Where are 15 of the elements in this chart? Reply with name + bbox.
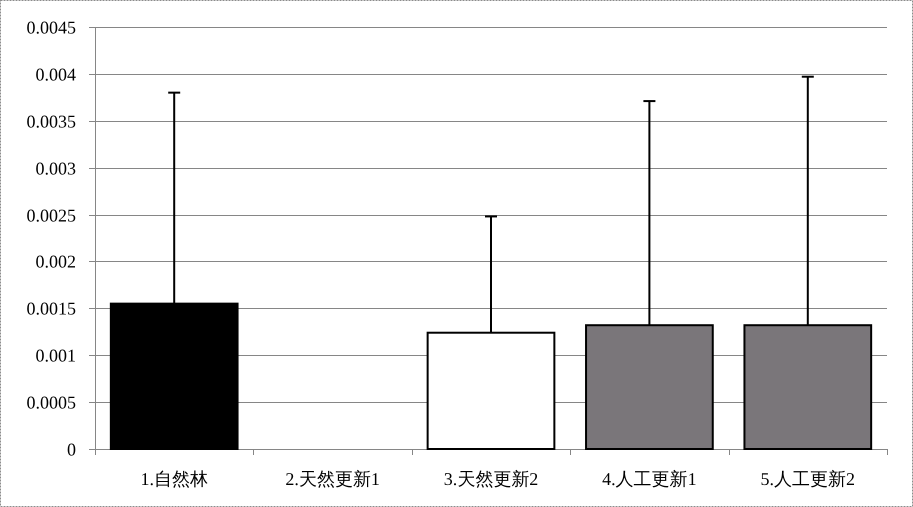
x-tick-label: 4.人工更新1: [602, 469, 697, 489]
x-tick-label: 5.人工更新2: [760, 469, 856, 489]
y-tick-label: 0: [67, 440, 76, 460]
y-tick-label: 0.0025: [26, 206, 76, 226]
x-tick-label: 1.自然林: [140, 469, 208, 489]
y-tick-label: 0.002: [36, 252, 76, 272]
y-tick-label: 0.0045: [26, 18, 76, 38]
y-tick-label: 0.0005: [26, 392, 76, 412]
x-tick-label: 3.天然更新2: [444, 469, 538, 489]
y-tick-label: 0.0035: [26, 112, 76, 132]
x-tick-label: 2.天然更新1: [285, 469, 380, 489]
y-tick-label: 0.004: [36, 64, 76, 84]
y-tick-label: 0.001: [36, 346, 76, 366]
y-tick-label: 0.003: [36, 158, 76, 178]
y-tick-label: 0.0015: [26, 298, 76, 318]
